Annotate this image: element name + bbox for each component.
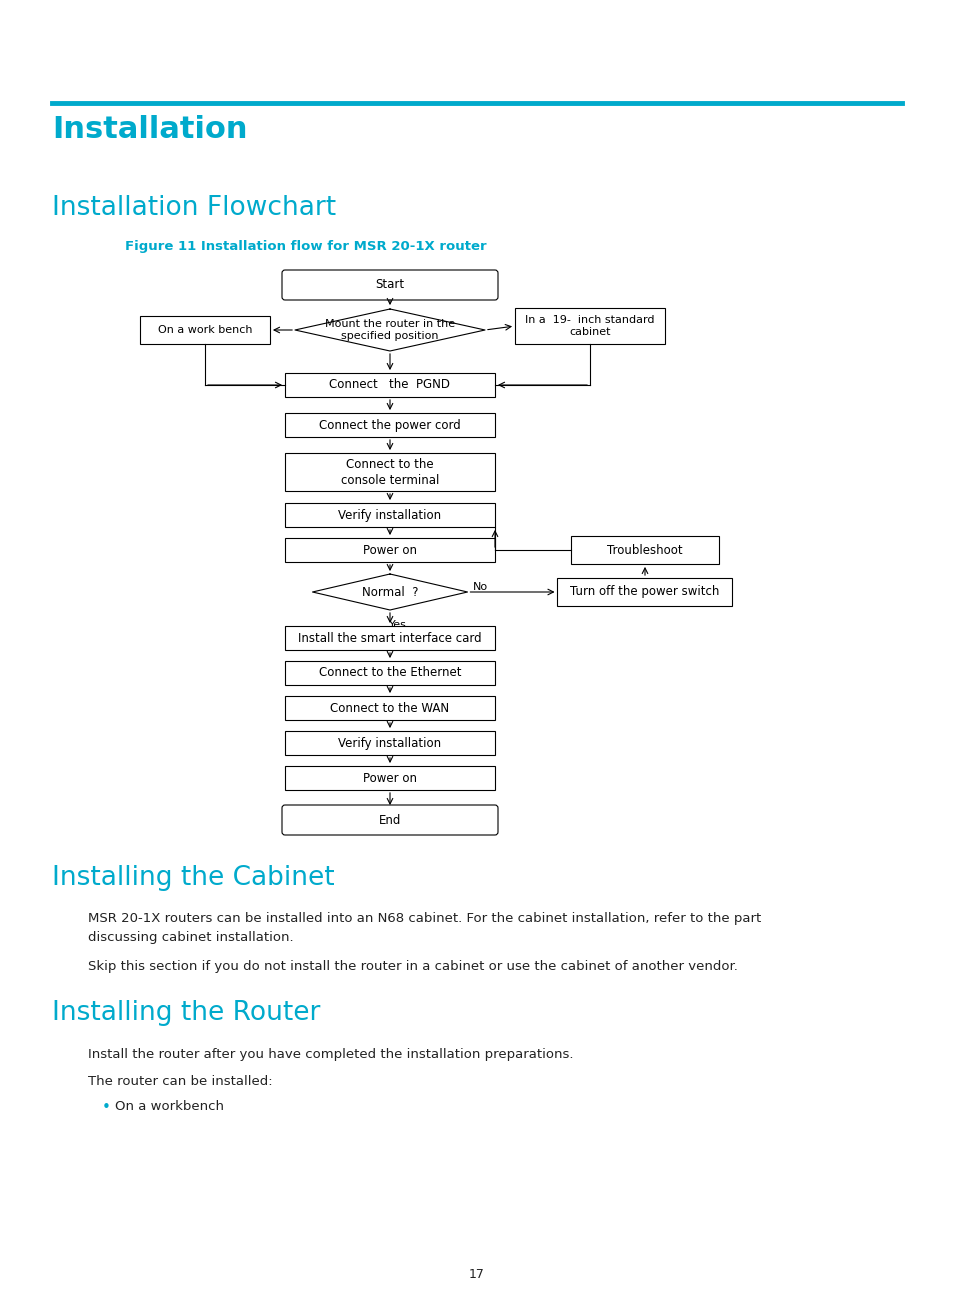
Text: Connect to the WAN: Connect to the WAN bbox=[330, 701, 449, 714]
FancyBboxPatch shape bbox=[571, 537, 719, 564]
Text: In a  19-  inch standard
cabinet: In a 19- inch standard cabinet bbox=[525, 315, 654, 337]
FancyBboxPatch shape bbox=[285, 413, 495, 437]
Text: Connect   the  PGND: Connect the PGND bbox=[329, 378, 450, 391]
Text: Yes: Yes bbox=[389, 619, 407, 630]
Text: Installation: Installation bbox=[52, 115, 247, 144]
Text: Figure 11 Installation flow for MSR 20-1X router: Figure 11 Installation flow for MSR 20-1… bbox=[125, 240, 486, 253]
Text: On a workbench: On a workbench bbox=[115, 1100, 224, 1113]
Polygon shape bbox=[313, 574, 467, 610]
FancyBboxPatch shape bbox=[285, 373, 495, 397]
Text: Installing the Router: Installing the Router bbox=[52, 1001, 320, 1026]
Text: Skip this section if you do not install the router in a cabinet or use the cabin: Skip this section if you do not install … bbox=[88, 960, 737, 973]
Text: Connect to the
console terminal: Connect to the console terminal bbox=[340, 457, 438, 486]
Text: Install the router after you have completed the installation preparations.: Install the router after you have comple… bbox=[88, 1048, 573, 1061]
Text: Turn off the power switch: Turn off the power switch bbox=[570, 586, 719, 599]
FancyBboxPatch shape bbox=[285, 766, 495, 791]
Text: Connect the power cord: Connect the power cord bbox=[319, 419, 460, 432]
FancyBboxPatch shape bbox=[285, 454, 495, 491]
Text: Power on: Power on bbox=[363, 771, 416, 784]
Text: •: • bbox=[102, 1100, 111, 1115]
Text: Power on: Power on bbox=[363, 543, 416, 556]
Text: Mount the router in the
specified position: Mount the router in the specified positi… bbox=[325, 319, 455, 341]
Text: Installation Flowchart: Installation Flowchart bbox=[52, 194, 335, 222]
FancyBboxPatch shape bbox=[285, 696, 495, 721]
Text: Troubleshoot: Troubleshoot bbox=[606, 543, 682, 556]
FancyBboxPatch shape bbox=[515, 308, 664, 343]
FancyBboxPatch shape bbox=[557, 578, 732, 607]
FancyBboxPatch shape bbox=[285, 503, 495, 527]
FancyBboxPatch shape bbox=[282, 805, 497, 835]
Text: End: End bbox=[378, 814, 401, 827]
Text: No: No bbox=[472, 582, 487, 592]
Text: 17: 17 bbox=[469, 1267, 484, 1280]
Text: Verify installation: Verify installation bbox=[338, 508, 441, 521]
Text: On a work bench: On a work bench bbox=[157, 325, 252, 334]
FancyBboxPatch shape bbox=[285, 626, 495, 651]
Text: The router can be installed:: The router can be installed: bbox=[88, 1074, 273, 1089]
FancyBboxPatch shape bbox=[285, 538, 495, 562]
Text: Connect to the Ethernet: Connect to the Ethernet bbox=[318, 666, 460, 679]
Text: Verify installation: Verify installation bbox=[338, 736, 441, 749]
Text: Normal  ?: Normal ? bbox=[361, 586, 417, 599]
Text: Install the smart interface card: Install the smart interface card bbox=[298, 631, 481, 644]
FancyBboxPatch shape bbox=[285, 731, 495, 756]
Polygon shape bbox=[294, 308, 484, 351]
FancyBboxPatch shape bbox=[282, 270, 497, 299]
FancyBboxPatch shape bbox=[285, 661, 495, 686]
Text: MSR 20-1X routers can be installed into an N68 cabinet. For the cabinet installa: MSR 20-1X routers can be installed into … bbox=[88, 912, 760, 943]
FancyBboxPatch shape bbox=[140, 316, 270, 343]
Text: Installing the Cabinet: Installing the Cabinet bbox=[52, 864, 335, 892]
Text: Start: Start bbox=[375, 279, 404, 292]
